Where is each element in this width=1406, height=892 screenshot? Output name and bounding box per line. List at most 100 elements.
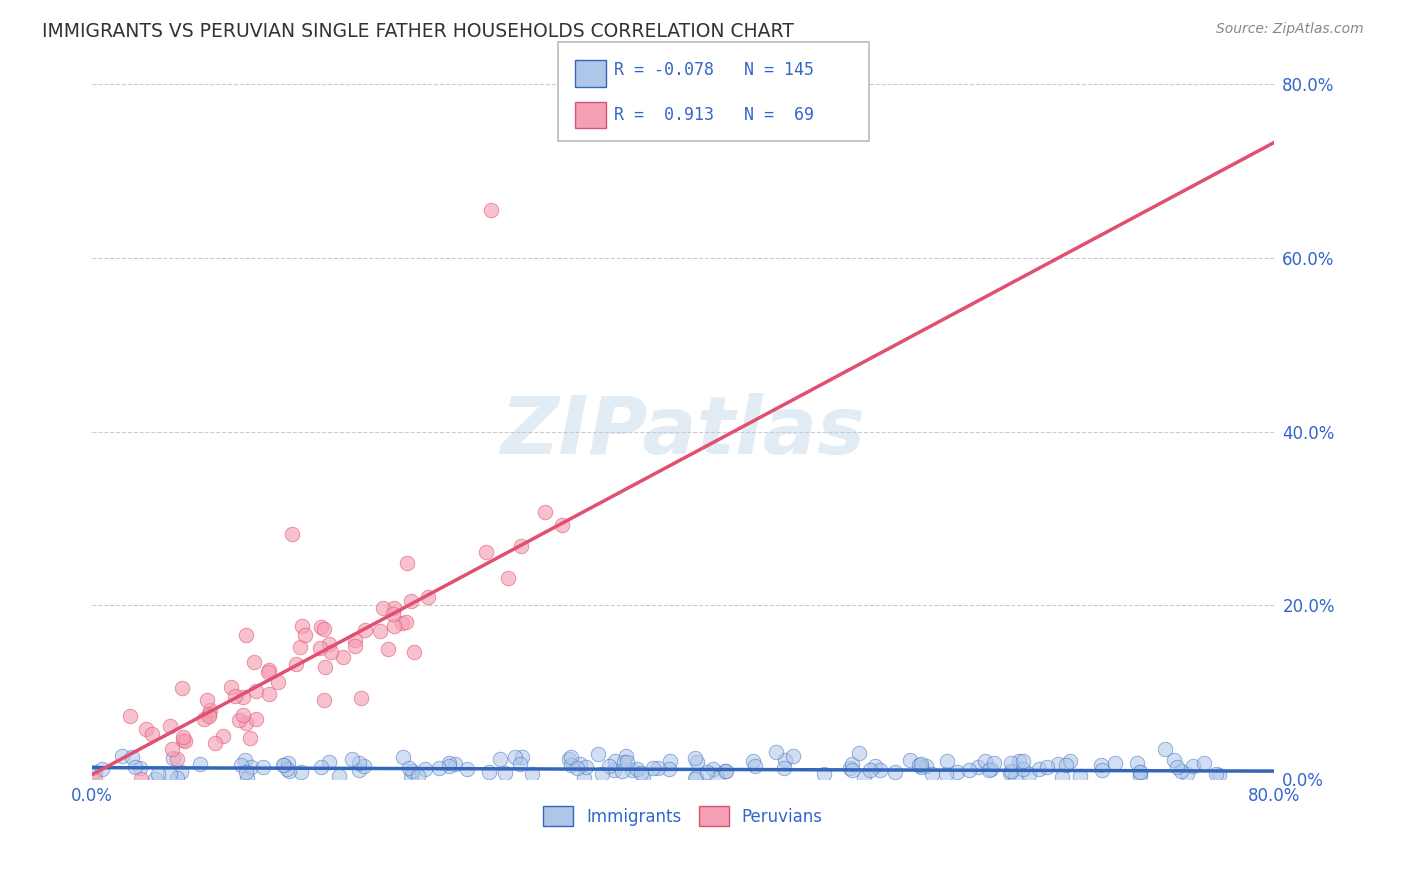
Point <box>1129 764 1152 779</box>
Point <box>1182 759 1205 773</box>
Point <box>706 771 728 785</box>
Point <box>1000 764 1022 778</box>
Point <box>228 714 250 728</box>
Point <box>1069 768 1091 782</box>
Point <box>232 690 254 704</box>
Point <box>280 527 302 541</box>
Point <box>413 762 436 776</box>
Point <box>489 752 512 766</box>
Point <box>288 640 311 654</box>
Point <box>714 764 737 778</box>
Point <box>550 517 572 532</box>
Point <box>839 761 862 775</box>
Point <box>235 715 257 730</box>
Point <box>285 657 308 671</box>
Point <box>118 708 141 723</box>
Point <box>859 763 882 777</box>
Point <box>173 734 195 748</box>
Point <box>983 756 1005 771</box>
Point <box>869 763 891 777</box>
Point <box>1054 758 1077 772</box>
Point <box>135 722 157 736</box>
Point <box>427 761 450 775</box>
Point <box>1091 763 1114 777</box>
Point <box>773 753 796 767</box>
Point <box>277 764 299 778</box>
Point <box>318 755 340 769</box>
Point <box>496 571 519 585</box>
Point <box>84 765 107 780</box>
Point <box>277 756 299 770</box>
Point <box>685 770 707 784</box>
Point <box>159 719 181 733</box>
Point <box>702 762 724 776</box>
Point <box>84 772 107 786</box>
Point <box>233 753 256 767</box>
Text: R = -0.078   N = 145: R = -0.078 N = 145 <box>614 62 814 79</box>
Point <box>560 758 582 772</box>
Point <box>509 756 531 771</box>
Point <box>1012 762 1035 776</box>
Point <box>245 712 267 726</box>
Point <box>591 767 613 781</box>
Point <box>143 772 166 786</box>
Point <box>229 758 252 772</box>
Point <box>744 758 766 772</box>
Point <box>239 731 262 745</box>
Point <box>946 764 969 779</box>
Point <box>865 758 887 772</box>
Point <box>245 684 267 698</box>
Point <box>534 505 557 519</box>
Point <box>243 656 266 670</box>
Point <box>200 703 222 717</box>
Point <box>240 760 263 774</box>
Point <box>259 664 281 678</box>
Point <box>343 640 366 654</box>
Point <box>1129 769 1152 783</box>
Point <box>1170 764 1192 778</box>
Point <box>478 765 501 780</box>
Point <box>232 707 254 722</box>
Point <box>159 767 181 781</box>
Point <box>401 764 423 778</box>
Point <box>236 771 259 785</box>
Point <box>616 749 638 764</box>
Point <box>382 607 405 621</box>
Point <box>921 767 943 781</box>
Point <box>1154 741 1177 756</box>
Point <box>1163 753 1185 767</box>
Point <box>416 590 439 604</box>
Point <box>349 690 371 705</box>
Point <box>328 769 350 783</box>
Point <box>782 749 804 764</box>
Point <box>567 761 589 775</box>
Point <box>437 758 460 772</box>
Point <box>344 632 367 647</box>
Point <box>574 771 596 785</box>
Point <box>406 769 429 783</box>
Point <box>935 767 957 781</box>
Point <box>90 762 112 776</box>
Point <box>494 766 516 780</box>
Point <box>172 730 194 744</box>
Point <box>1129 764 1152 779</box>
Point <box>683 751 706 765</box>
Point <box>1192 756 1215 770</box>
Point <box>967 760 990 774</box>
Point <box>235 764 257 779</box>
Point <box>915 759 938 773</box>
Point <box>308 640 330 655</box>
Text: ZIPatlas: ZIPatlas <box>501 392 866 471</box>
Point <box>1012 754 1035 768</box>
Point <box>1004 770 1026 784</box>
Point <box>979 763 1001 777</box>
Point <box>129 761 152 775</box>
Point <box>1125 756 1147 770</box>
Point <box>1090 757 1112 772</box>
Point <box>957 763 980 777</box>
Point <box>603 763 626 777</box>
Point <box>172 681 194 695</box>
Point <box>1205 767 1227 781</box>
Point <box>603 754 626 768</box>
Point <box>647 761 669 775</box>
